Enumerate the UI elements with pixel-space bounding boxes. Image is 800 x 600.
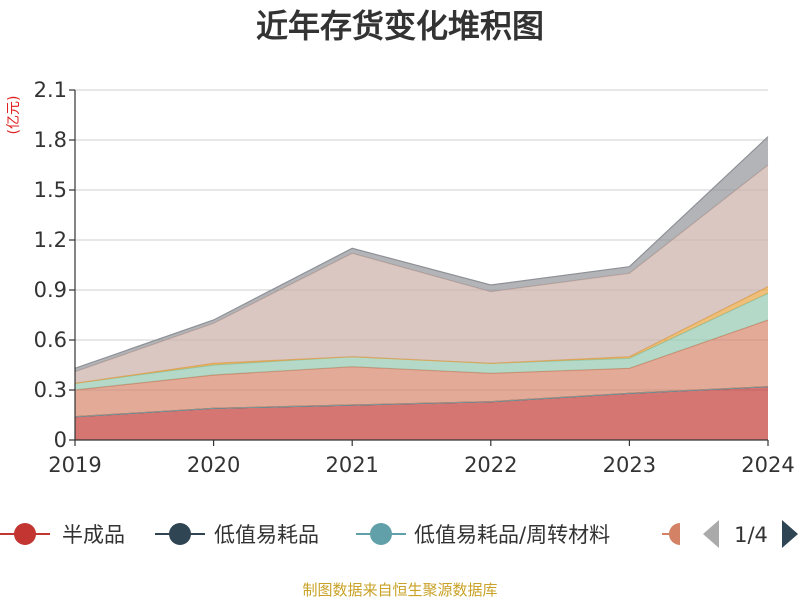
chart-title: 近年存货变化堆积图 [256,7,544,45]
y-axis-unit-label: (亿元) [6,96,22,135]
x-tick-label: 2019 [48,453,101,477]
area-series-layer [74,136,769,440]
area-series-line-7 [74,136,769,369]
y-tick-label: 0.3 [34,378,67,402]
legend-marker-icon [169,523,191,545]
x-tick-label: 2023 [603,453,656,477]
legend-item-partial[interactable] [662,523,680,545]
legend[interactable]: 半成品 低值易耗品 低值易耗品/周转材料 1/4 [0,520,798,548]
legend-item-1[interactable]: 低值易耗品 [155,523,319,547]
data-source-note: 制图数据来自恒生聚源数据库 [302,581,497,599]
axes: 0 0.3 0.6 0.9 1.2 1.5 1.8 2.1 2019 2020 2021 2022 20… [34,78,795,477]
legend-marker-icon [370,523,392,545]
x-tick-label: 2021 [325,453,378,477]
x-tick-label: 2020 [187,453,240,477]
legend-label: 低值易耗品 [214,523,319,547]
x-tick-label: 2022 [464,453,517,477]
area-series-0 [75,386,768,440]
y-tick-label: 0 [54,428,67,452]
legend-page-indicator: 1/4 [734,523,768,547]
legend-item-0[interactable]: 半成品 [0,523,125,547]
y-tick-label: 1.2 [34,228,67,252]
legend-label: 低值易耗品/周转材料 [414,523,610,547]
y-tick-label: 0.6 [34,328,67,352]
x-tick-label: 2024 [741,453,794,477]
legend-label: 半成品 [62,523,125,547]
y-tick-label: 1.5 [34,178,67,202]
legend-item-2[interactable]: 低值易耗品/周转材料 [356,523,610,547]
area-series-5 [75,286,768,384]
y-tick-label: 1.8 [34,128,67,152]
legend-marker-icon [14,523,36,545]
legend-marker-icon [669,523,680,545]
area-series-6 [75,165,768,384]
legend-prev-page-icon[interactable] [703,520,719,548]
area-series-3 [75,320,768,417]
area-series-4 [75,293,768,390]
y-tick-label: 2.1 [34,78,67,102]
y-tick-label: 0.9 [34,278,67,302]
legend-next-page-icon[interactable] [782,520,798,548]
